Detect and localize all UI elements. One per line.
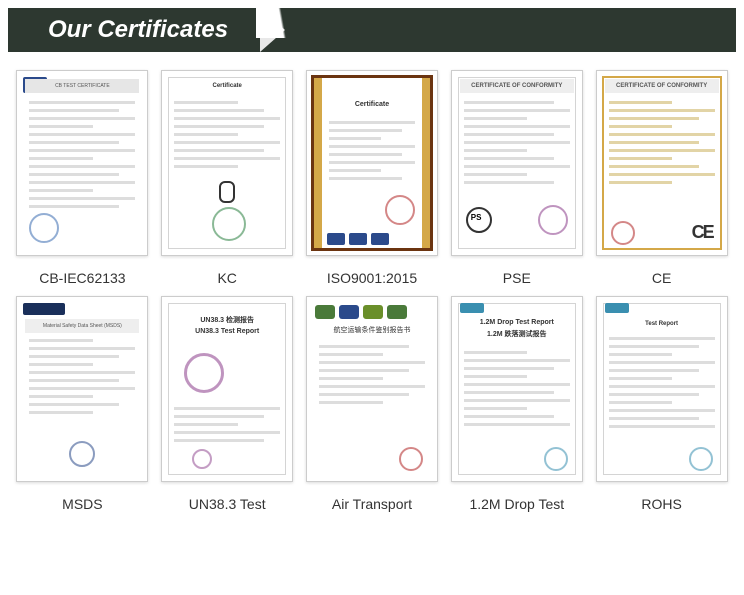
cert-thumbnail: Test Report: [596, 296, 728, 482]
cert-label: Air Transport: [332, 496, 412, 512]
cert-thumbnail: CERTIFICATE OF CONFORMITY: [451, 70, 583, 256]
doc-body: [319, 345, 425, 457]
cert-thumbnail: Material Safety Data Sheet (MSDS): [16, 296, 148, 482]
seal-icon: [184, 353, 224, 393]
doc-title: 航空运输条件鉴别报告书: [317, 325, 427, 335]
doc-body: [464, 351, 570, 457]
seal-icon: [538, 205, 568, 235]
cert-item-ce: CERTIFICATE OF CONFORMITY CE CE: [593, 70, 730, 286]
cert-item-msds: Material Safety Data Sheet (MSDS) MSDS: [14, 296, 151, 512]
seal-icon: [611, 221, 635, 245]
certificates-grid: CB TEST CERTIFICATE CB-IEC62133 Certific…: [8, 70, 736, 512]
cert-item-iec: CB TEST CERTIFICATE CB-IEC62133: [14, 70, 151, 286]
cert-item-rohs: Test Report ROHS: [593, 296, 730, 512]
cert-label: ISO9001:2015: [327, 270, 417, 286]
doc-body: [609, 101, 715, 231]
iso-band-left: [314, 78, 322, 248]
cert-label: ROHS: [641, 496, 681, 512]
cert-item-un383: UN38.3 检测报告 UN38.3 Test Report UN38.3 Te…: [159, 296, 296, 512]
doc-body: [174, 407, 280, 457]
cert-thumbnail: CERTIFICATE OF CONFORMITY CE: [596, 70, 728, 256]
doc-title: UN38.3 检测报告 UN38.3 Test Report: [170, 315, 284, 337]
ce-mark-icon: CE: [692, 222, 713, 243]
page-container: Our Certificates CB TEST CERTIFICATE CB-…: [0, 0, 744, 595]
doc-title: CERTIFICATE OF CONFORMITY: [460, 79, 574, 93]
cert-label: CB-IEC62133: [39, 270, 125, 286]
doc-title: Certificate: [170, 79, 284, 93]
doc-title: Material Safety Data Sheet (MSDS): [25, 319, 139, 333]
cert-item-iso: Certificate ISO9001:2015: [304, 70, 441, 286]
doc-title: 1.2M Drop Test Report 1.2M 跌落测试报告: [460, 317, 574, 343]
seal-icon: [399, 447, 423, 471]
pse-mark-icon: [466, 207, 492, 233]
cert-thumbnail: UN38.3 检测报告 UN38.3 Test Report: [161, 296, 293, 482]
cert-label: 1.2M Drop Test: [469, 496, 564, 512]
kc-mark-icon: [219, 181, 235, 203]
seal-icon: [689, 447, 713, 471]
cert-thumbnail: 航空运输条件鉴别报告书: [306, 296, 438, 482]
air-logos: [315, 305, 429, 321]
seal-icon: [69, 441, 95, 467]
section-title: Our Certificates: [8, 16, 256, 44]
iso-badges: [327, 233, 389, 245]
air-logo-icon: [387, 305, 407, 319]
doc-title: Certificate: [327, 101, 417, 108]
iso-band-right: [422, 78, 430, 248]
tct-badge-icon: [605, 303, 629, 313]
doc-body: [609, 337, 715, 457]
cert-label: PSE: [503, 270, 531, 286]
doc-title: CB TEST CERTIFICATE: [25, 79, 139, 93]
air-logo-icon: [315, 305, 335, 319]
seal-icon: [385, 195, 415, 225]
doc-title: Test Report: [605, 317, 719, 331]
doc-body: [29, 339, 135, 457]
cert-label: UN38.3 Test: [189, 496, 266, 512]
cert-thumbnail: Certificate: [161, 70, 293, 256]
cert-item-pse: CERTIFICATE OF CONFORMITY PSE: [448, 70, 585, 286]
air-logo-icon: [363, 305, 383, 319]
doc-body: [29, 101, 135, 231]
sctlab-badge-icon: [23, 303, 65, 315]
seal-icon: [29, 213, 59, 243]
cert-item-drop: 1.2M Drop Test Report 1.2M 跌落测试报告 1.2M D…: [448, 296, 585, 512]
air-logo-icon: [339, 305, 359, 319]
cert-thumbnail: CB TEST CERTIFICATE: [16, 70, 148, 256]
doc-title: CERTIFICATE OF CONFORMITY: [605, 79, 719, 93]
cert-label: KC: [217, 270, 236, 286]
tct-badge-icon: [460, 303, 484, 313]
cert-item-air: 航空运输条件鉴别报告书 Air Transport: [304, 296, 441, 512]
seal-icon: [544, 447, 568, 471]
cert-label: MSDS: [62, 496, 102, 512]
cert-label: CE: [652, 270, 671, 286]
section-header: Our Certificates: [8, 8, 736, 52]
seal-icon: [212, 207, 246, 241]
cert-thumbnail: 1.2M Drop Test Report 1.2M 跌落测试报告: [451, 296, 583, 482]
cert-item-kc: Certificate KC: [159, 70, 296, 286]
cert-thumbnail: Certificate: [306, 70, 438, 256]
